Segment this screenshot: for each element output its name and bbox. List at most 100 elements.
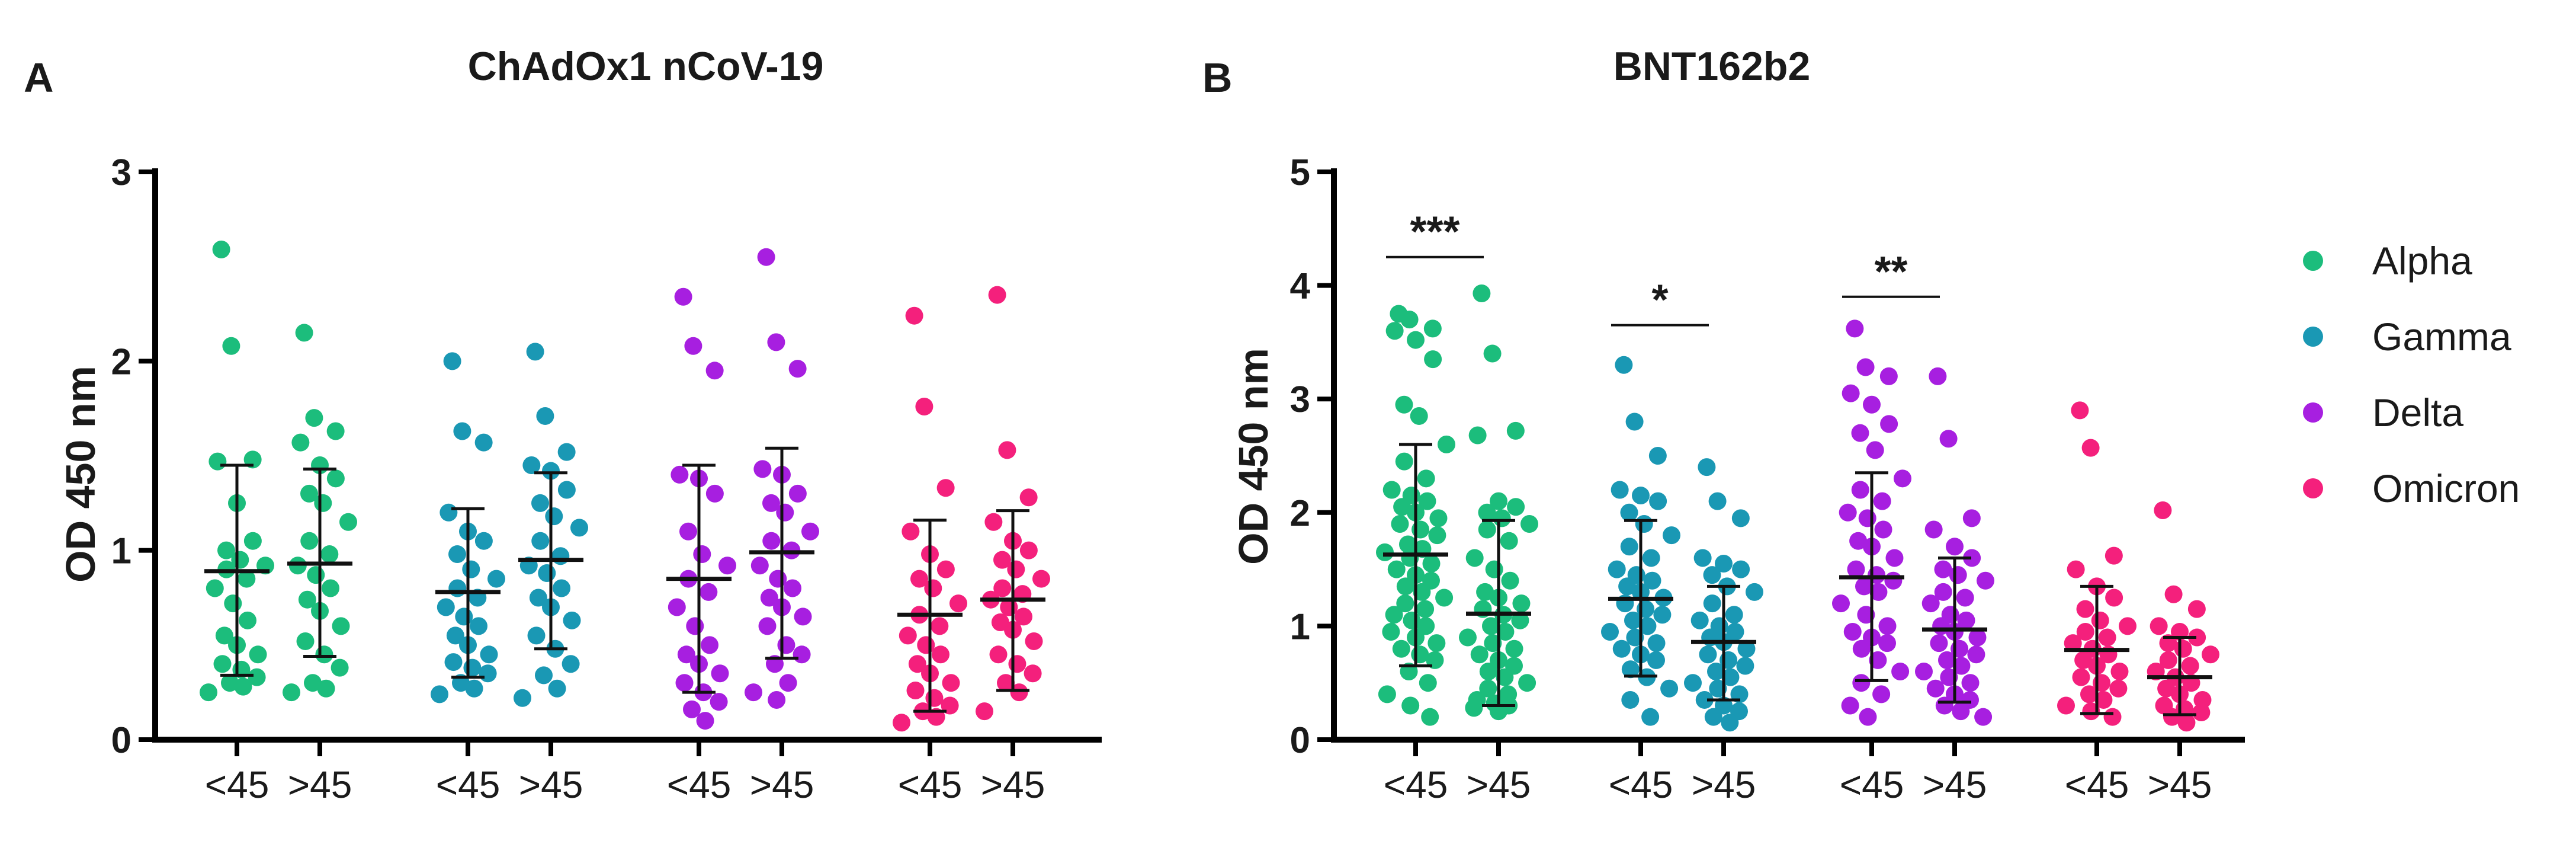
data-point bbox=[1385, 606, 1403, 624]
data-point bbox=[1856, 358, 1875, 376]
data-point bbox=[2181, 657, 2199, 675]
data-point bbox=[479, 664, 497, 683]
data-point bbox=[212, 240, 230, 258]
data-point bbox=[769, 570, 787, 588]
legend-label: Delta bbox=[2372, 391, 2463, 434]
data-point bbox=[1842, 384, 1860, 402]
x-tick-label: <45 bbox=[2065, 763, 2129, 806]
data-point bbox=[779, 674, 797, 692]
data-point bbox=[1684, 674, 1702, 692]
data-point bbox=[1708, 492, 1727, 510]
data-point bbox=[1878, 634, 1896, 653]
data-point bbox=[1884, 571, 1903, 590]
data-point bbox=[777, 636, 795, 654]
data-point bbox=[437, 598, 455, 616]
legend: Alpha Gamma Delta Omicron bbox=[2303, 239, 2520, 510]
data-point bbox=[932, 645, 949, 664]
data-point bbox=[1612, 639, 1631, 658]
data-point bbox=[1382, 622, 1400, 641]
data-point bbox=[1413, 583, 1431, 601]
data-point bbox=[455, 607, 473, 626]
data-point bbox=[215, 626, 233, 645]
data-point bbox=[2119, 617, 2136, 635]
data-point bbox=[683, 700, 701, 718]
data-point bbox=[332, 617, 350, 635]
data-point bbox=[1512, 594, 1531, 613]
data-point bbox=[1019, 488, 1038, 507]
data-point bbox=[1647, 651, 1665, 669]
data-point bbox=[1032, 570, 1050, 588]
data-point bbox=[1416, 600, 1435, 618]
data-point bbox=[1869, 583, 1888, 601]
data-point bbox=[1438, 435, 1455, 453]
data-point bbox=[224, 594, 242, 613]
panel-letter-b: B bbox=[1202, 55, 1233, 101]
data-point bbox=[762, 494, 780, 512]
data-point bbox=[1417, 469, 1435, 488]
data-point bbox=[248, 668, 266, 686]
data-point bbox=[1874, 520, 1892, 539]
x-tick-label: <45 bbox=[1840, 763, 1904, 806]
data-point bbox=[200, 683, 217, 702]
data-point bbox=[1961, 674, 1980, 692]
data-point bbox=[668, 598, 686, 616]
data-point bbox=[1621, 660, 1640, 679]
data-point bbox=[1479, 663, 1497, 681]
data-point bbox=[710, 693, 728, 711]
data-point bbox=[1732, 560, 1750, 578]
data-point bbox=[1393, 498, 1411, 516]
data-point bbox=[794, 607, 812, 626]
data-point bbox=[1435, 589, 1454, 607]
data-point bbox=[298, 590, 316, 609]
data-point bbox=[443, 352, 461, 370]
data-point bbox=[1846, 319, 1864, 338]
data-point bbox=[1008, 655, 1026, 673]
data-point bbox=[557, 443, 576, 461]
data-point bbox=[675, 674, 694, 692]
data-point bbox=[1010, 683, 1028, 702]
data-point bbox=[1376, 543, 1394, 561]
data-point bbox=[1866, 441, 1884, 459]
y-tick-label: 5 bbox=[1290, 152, 1310, 193]
data-point bbox=[239, 611, 256, 629]
data-point bbox=[1391, 514, 1409, 533]
data-point bbox=[206, 579, 224, 597]
data-point bbox=[1422, 555, 1441, 573]
data-point bbox=[1470, 645, 1489, 664]
data-point bbox=[304, 674, 322, 692]
data-point bbox=[915, 397, 933, 415]
y-tick-label: 3 bbox=[111, 152, 131, 193]
data-point bbox=[1429, 509, 1448, 527]
data-point bbox=[1858, 509, 1876, 527]
data-point bbox=[1478, 503, 1496, 522]
data-point bbox=[1737, 639, 1756, 658]
data-point bbox=[553, 579, 570, 597]
data-point bbox=[1421, 708, 1439, 726]
data-point bbox=[1427, 634, 1446, 653]
data-point bbox=[1382, 481, 1401, 499]
data-point bbox=[1507, 498, 1525, 516]
data-point bbox=[1635, 514, 1653, 533]
data-point bbox=[1731, 509, 1750, 527]
data-point bbox=[453, 422, 471, 440]
data-point bbox=[801, 522, 819, 541]
data-point bbox=[1915, 663, 1933, 681]
data-point bbox=[1693, 549, 1712, 567]
data-point bbox=[1952, 657, 1971, 675]
data-point bbox=[557, 481, 576, 499]
data-point bbox=[984, 513, 1003, 531]
data-point bbox=[1851, 424, 1869, 442]
legend-marker bbox=[2303, 327, 2323, 347]
data-point bbox=[705, 362, 724, 380]
data-point bbox=[1468, 426, 1487, 445]
data-point bbox=[548, 679, 566, 698]
data-point bbox=[551, 547, 570, 565]
data-point bbox=[1938, 651, 1956, 669]
data-point bbox=[776, 503, 794, 522]
data-point bbox=[1378, 685, 1396, 704]
data-point bbox=[1832, 594, 1850, 613]
data-point bbox=[997, 674, 1015, 692]
data-point bbox=[2105, 589, 2123, 607]
data-point bbox=[1624, 611, 1642, 629]
